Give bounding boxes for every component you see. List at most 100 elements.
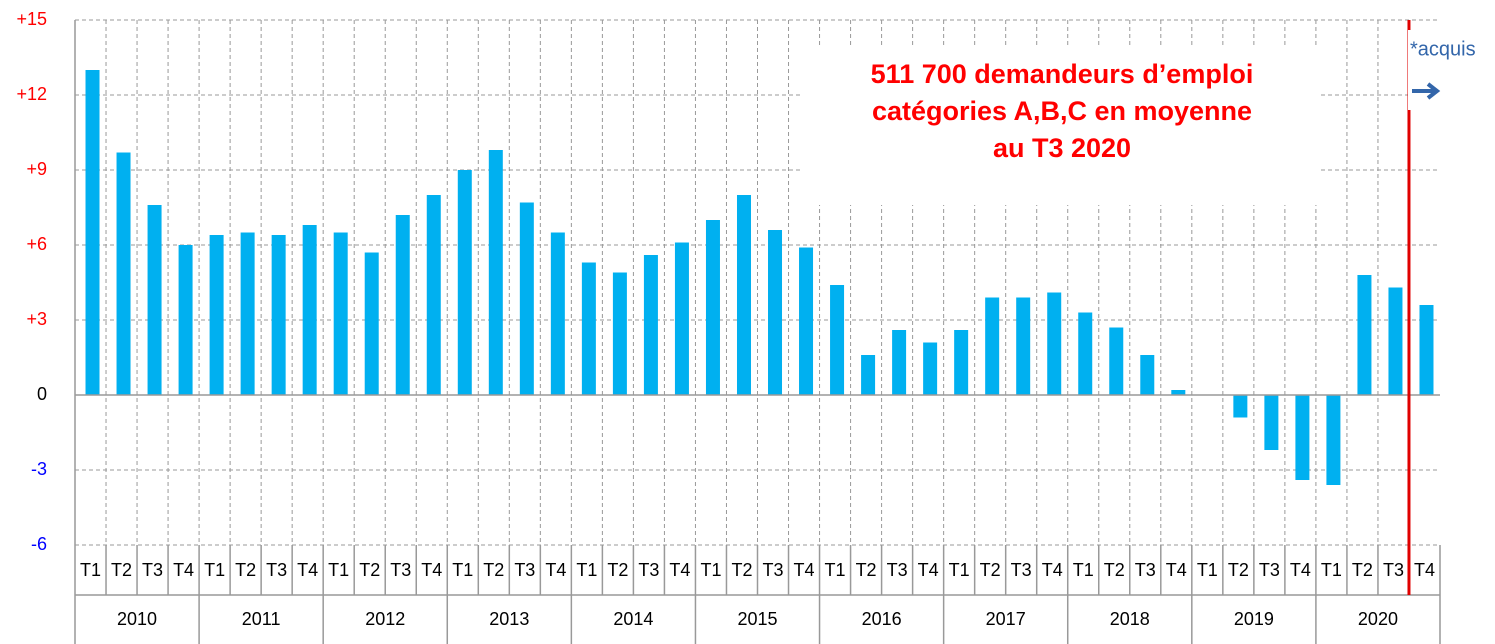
bar (581, 262, 596, 395)
year-label: 2018 (1110, 609, 1150, 629)
bar (1264, 395, 1279, 450)
x-tick-label: T4 (1166, 560, 1187, 580)
bar (705, 220, 720, 395)
x-tick-label: T3 (887, 560, 908, 580)
bar (395, 215, 410, 395)
annotation: 511 700 demandeurs d’emploi (871, 59, 1254, 89)
bar (1357, 275, 1372, 395)
bar (674, 242, 689, 395)
y-tick-label: 0 (37, 384, 47, 404)
x-tick-label: T3 (763, 560, 784, 580)
bar (271, 235, 286, 395)
year-label: 2019 (1234, 609, 1274, 629)
bar (178, 245, 193, 395)
bar (1388, 287, 1403, 395)
x-tick-label: T1 (1197, 560, 1218, 580)
x-tick-label: T2 (483, 560, 504, 580)
bar (550, 232, 565, 395)
bar (1295, 395, 1310, 480)
bar (209, 235, 224, 395)
x-tick-label: T1 (576, 560, 597, 580)
bar (1047, 292, 1062, 395)
year-label: 2013 (489, 609, 529, 629)
x-tick-label: T2 (980, 560, 1001, 580)
annotation: catégories A,B,C en moyenne (872, 96, 1252, 126)
bar (1171, 390, 1186, 395)
bar (923, 342, 938, 395)
x-tick-label: T2 (359, 560, 380, 580)
x-tick-label: T1 (1073, 560, 1094, 580)
annotation: au T3 2020 (993, 133, 1131, 163)
x-tick-label: T2 (731, 560, 752, 580)
bar (364, 252, 379, 395)
x-tick-label: T4 (1290, 560, 1311, 580)
x-tick-label: T1 (452, 560, 473, 580)
bar (1109, 327, 1124, 395)
bar (1233, 395, 1248, 418)
note: *acquis (1410, 38, 1476, 60)
annotation-bg (800, 45, 1320, 205)
x-tick-label: T2 (856, 560, 877, 580)
bar (861, 355, 876, 395)
x-tick-label: T1 (328, 560, 349, 580)
y-tick-label: +3 (26, 309, 47, 329)
bar (488, 150, 503, 395)
year-label: 2010 (117, 609, 157, 629)
bar (985, 297, 1000, 395)
bar (799, 247, 814, 395)
y-tick-label: -3 (31, 459, 47, 479)
y-tick-label: +15 (16, 9, 47, 29)
x-tick-label: T1 (204, 560, 225, 580)
x-tick-label: T1 (80, 560, 101, 580)
bar (736, 195, 751, 395)
bar (426, 195, 441, 395)
x-tick-label: T2 (111, 560, 132, 580)
x-tick-label: T3 (514, 560, 535, 580)
x-tick-label: T2 (1104, 560, 1125, 580)
x-tick-label: T3 (266, 560, 287, 580)
bar (1016, 297, 1031, 395)
x-tick-label: T4 (173, 560, 194, 580)
x-tick-label: T3 (1383, 560, 1404, 580)
note-bg (1408, 30, 1495, 110)
x-tick-label: T4 (794, 560, 815, 580)
bar (1078, 312, 1093, 395)
year-label: 2012 (365, 609, 405, 629)
y-tick-label: +9 (26, 159, 47, 179)
x-tick-label: T2 (235, 560, 256, 580)
x-tick-label: T3 (638, 560, 659, 580)
x-tick-label: T3 (390, 560, 411, 580)
bar (643, 255, 658, 395)
x-tick-label: T4 (918, 560, 939, 580)
bar (333, 232, 348, 395)
x-tick-label: T1 (825, 560, 846, 580)
x-tick-label: T2 (1228, 560, 1249, 580)
y-tick-label: -6 (31, 534, 47, 554)
y-tick-label: +12 (16, 84, 47, 104)
x-tick-label: T1 (1321, 560, 1342, 580)
bar (954, 330, 969, 395)
year-label: 2017 (986, 609, 1026, 629)
year-label: 2016 (862, 609, 902, 629)
bar (240, 232, 255, 395)
x-tick-label: T1 (949, 560, 970, 580)
year-label: 2014 (613, 609, 653, 629)
x-tick-label: T2 (1352, 560, 1373, 580)
bar (612, 272, 627, 395)
note-arrow (1412, 82, 1441, 100)
bar (147, 205, 162, 395)
bar (85, 70, 100, 395)
bar (519, 202, 534, 395)
bar (830, 285, 845, 395)
x-tick-label: T3 (1259, 560, 1280, 580)
x-tick-label: T4 (297, 560, 318, 580)
bar (768, 230, 783, 395)
x-tick-label: T3 (142, 560, 163, 580)
year-label: 2020 (1358, 609, 1398, 629)
bar (457, 170, 472, 395)
year-label: 2015 (737, 609, 777, 629)
bar (116, 152, 131, 395)
x-tick-label: T3 (1011, 560, 1032, 580)
x-tick-label: T4 (545, 560, 566, 580)
